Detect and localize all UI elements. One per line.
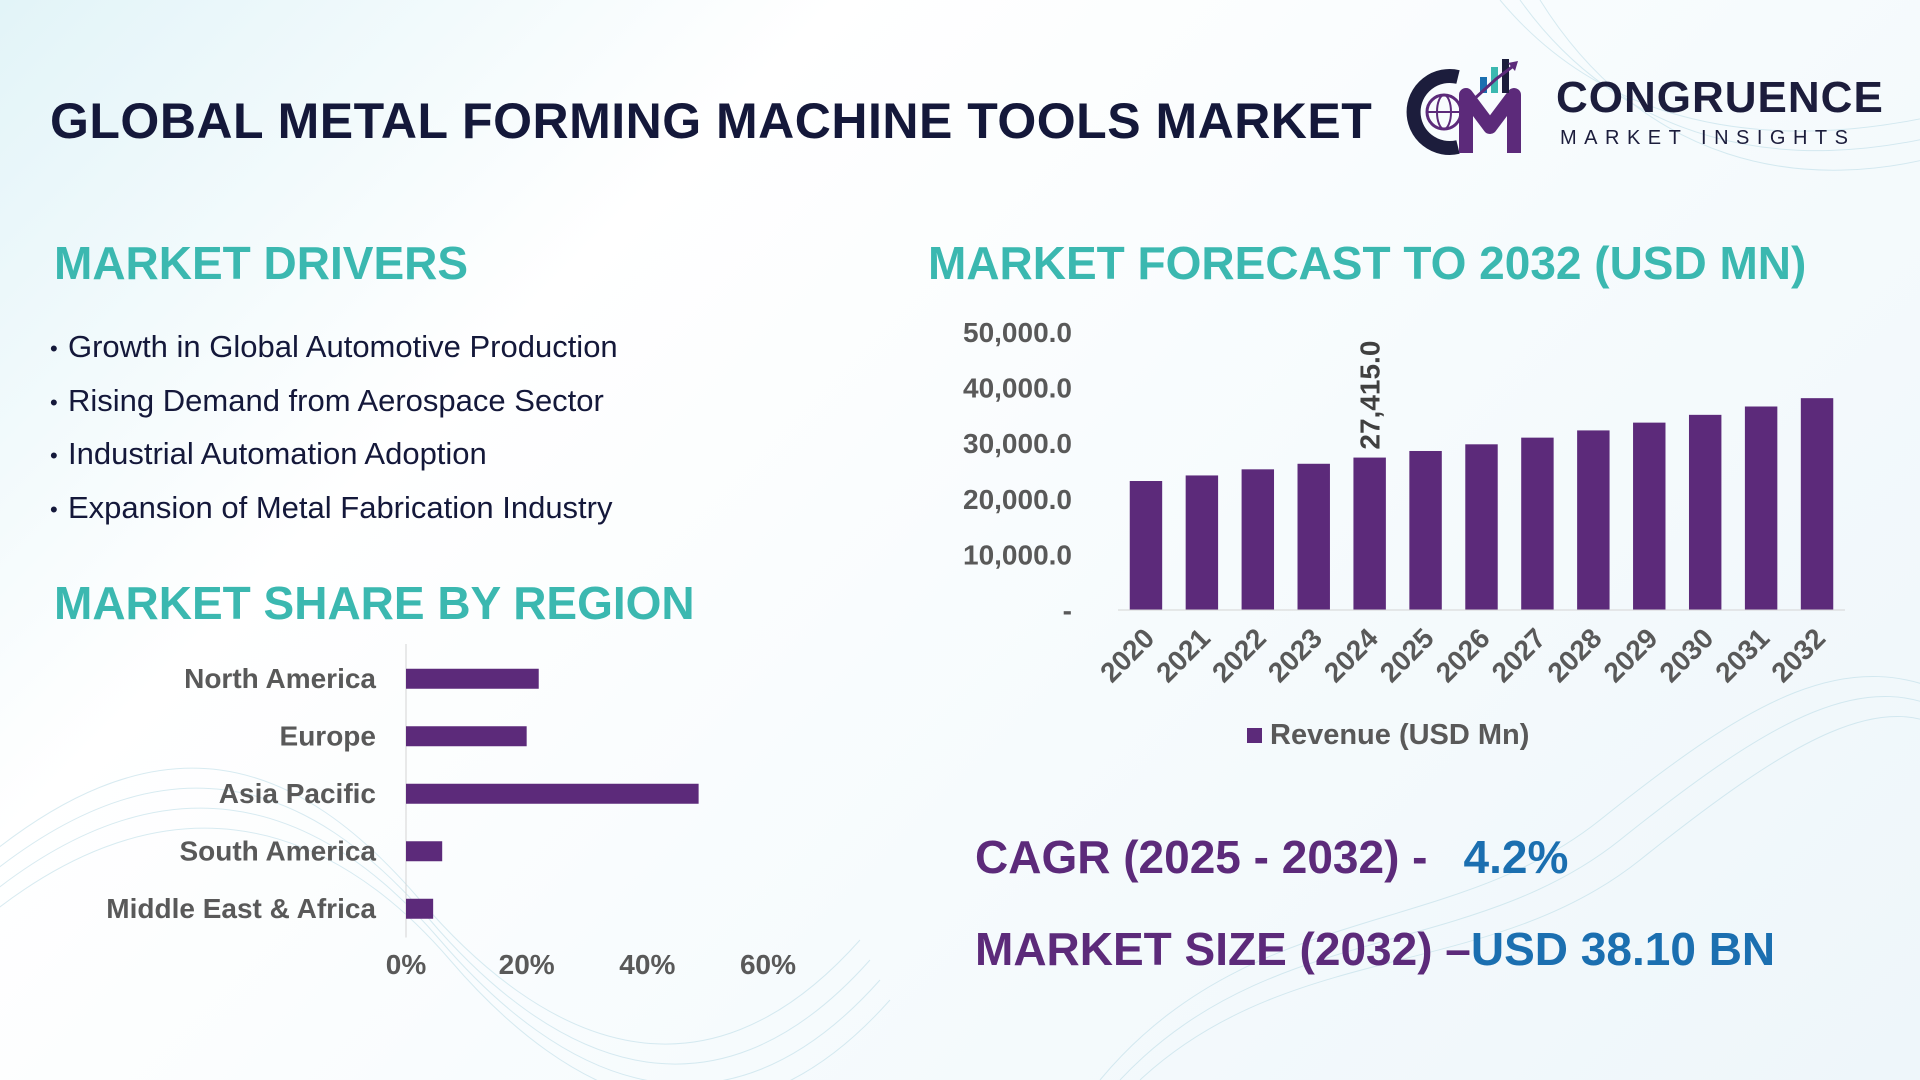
y-tick-label: - bbox=[1063, 595, 1072, 626]
data-label: 27,415.0 bbox=[1355, 341, 1386, 450]
x-tick-label: 2024 bbox=[1318, 622, 1384, 688]
region-category-label: Asia Pacific bbox=[219, 778, 376, 809]
market-size-label: MARKET SIZE (2032) – bbox=[975, 923, 1471, 975]
region-category-label: Europe bbox=[280, 720, 376, 751]
forecast-chart: - 10,000.0 20,000.0 30,000.0 40,000.0 50,000.… bbox=[963, 317, 1845, 751]
forecast-bar bbox=[1465, 444, 1498, 610]
forecast-bar bbox=[1521, 437, 1554, 610]
forecast-bar bbox=[1297, 463, 1330, 610]
company-logo: CONGRUENCE MARKET INSIGHTS bbox=[1400, 55, 1883, 165]
cagr-stat: CAGR (2025 - 2032) - 4.2% bbox=[975, 830, 1568, 884]
market-size-stat: MARKET SIZE (2032) –USD 38.10 BN bbox=[975, 922, 1775, 976]
x-tick-label: 2032 bbox=[1765, 622, 1831, 688]
logo-tagline: MARKET INSIGHTS bbox=[1560, 127, 1856, 149]
x-tick-label: 40% bbox=[619, 949, 675, 980]
forecast-bar bbox=[1688, 414, 1722, 610]
market-size-value: USD 38.10 BN bbox=[1470, 923, 1776, 975]
forecast-heading: MARKET FORECAST TO 2032 (USD MN) bbox=[928, 237, 1807, 289]
x-tick-label: 2030 bbox=[1653, 622, 1719, 688]
x-tick-label: 2029 bbox=[1598, 622, 1664, 688]
y-tick-label: 50,000.0 bbox=[963, 317, 1072, 348]
region-bar bbox=[406, 783, 699, 804]
bullet-marker: • bbox=[50, 443, 58, 469]
forecast-bar bbox=[1577, 430, 1610, 610]
y-tick-label: 40,000.0 bbox=[963, 373, 1072, 404]
x-tick-label: 2028 bbox=[1542, 622, 1608, 688]
logo-name: CONGRUENCE bbox=[1556, 73, 1884, 122]
forecast-bar bbox=[1185, 475, 1219, 610]
cagr-value: 4.2% bbox=[1463, 831, 1569, 883]
forecast-bar bbox=[1633, 422, 1666, 610]
region-bar bbox=[406, 726, 527, 747]
bullet-marker: • bbox=[50, 336, 58, 362]
bullet-marker: • bbox=[50, 496, 58, 522]
x-tick-label: 2021 bbox=[1150, 622, 1216, 688]
driver-text: Industrial Automation Adoption bbox=[68, 436, 487, 471]
forecast-bar bbox=[1409, 450, 1442, 610]
legend-swatch bbox=[1247, 728, 1262, 743]
region-category-label: South America bbox=[179, 835, 376, 866]
region-bar bbox=[406, 898, 434, 919]
x-tick-label: 2031 bbox=[1709, 622, 1775, 688]
driver-item: • Growth in Global Automotive Production bbox=[50, 320, 618, 374]
region-share-chart: North America Europe Asia Pacific South Ame… bbox=[106, 644, 796, 980]
x-tick-label: 0% bbox=[386, 949, 427, 980]
legend-label: Revenue (USD Mn) bbox=[1270, 719, 1529, 751]
forecast-bar bbox=[1353, 457, 1386, 610]
page-title: GLOBAL METAL FORMING MACHINE TOOLS MARKE… bbox=[50, 93, 1373, 149]
drivers-heading: MARKET DRIVERS bbox=[54, 237, 469, 289]
cagr-label: CAGR (2025 - 2032) - bbox=[975, 831, 1428, 883]
driver-text: Expansion of Metal Fabrication Industry bbox=[68, 489, 613, 525]
region-category-label: Middle East & Africa bbox=[106, 893, 376, 924]
x-tick-label: 2020 bbox=[1094, 622, 1160, 688]
forecast-bar bbox=[1129, 481, 1163, 610]
x-tick-label: 60% bbox=[740, 949, 796, 980]
driver-text: Growth in Global Automotive Production bbox=[68, 329, 618, 364]
region-bar bbox=[406, 841, 443, 862]
bullet-marker: • bbox=[50, 389, 58, 415]
driver-item: • Industrial Automation Adoption bbox=[50, 427, 618, 481]
forecast-bar bbox=[1744, 406, 1778, 610]
driver-text: Rising Demand from Aerospace Sector bbox=[68, 382, 604, 418]
x-tick-label: 2027 bbox=[1486, 622, 1552, 688]
y-tick-label: 30,000.0 bbox=[963, 428, 1072, 459]
forecast-bar bbox=[1241, 469, 1275, 610]
forecast-bar bbox=[1800, 398, 1834, 610]
x-tick-label: 2025 bbox=[1374, 622, 1440, 688]
driver-item: • Rising Demand from Aerospace Sector bbox=[50, 374, 618, 428]
region-category-label: North America bbox=[184, 663, 376, 694]
logo-mark-icon bbox=[1406, 59, 1521, 155]
y-tick-label: 20,000.0 bbox=[963, 484, 1072, 515]
driver-item: • Expansion of Metal Fabrication Industry bbox=[50, 481, 618, 535]
y-tick-label: 10,000.0 bbox=[963, 539, 1072, 570]
x-tick-label: 2023 bbox=[1262, 622, 1328, 688]
x-tick-label: 2026 bbox=[1430, 622, 1496, 688]
region-bar bbox=[406, 668, 539, 689]
region-heading: MARKET SHARE BY REGION bbox=[54, 577, 695, 629]
drivers-list: • Growth in Global Automotive Production … bbox=[50, 320, 618, 534]
x-tick-label: 2022 bbox=[1206, 622, 1272, 688]
x-tick-label: 20% bbox=[499, 949, 555, 980]
